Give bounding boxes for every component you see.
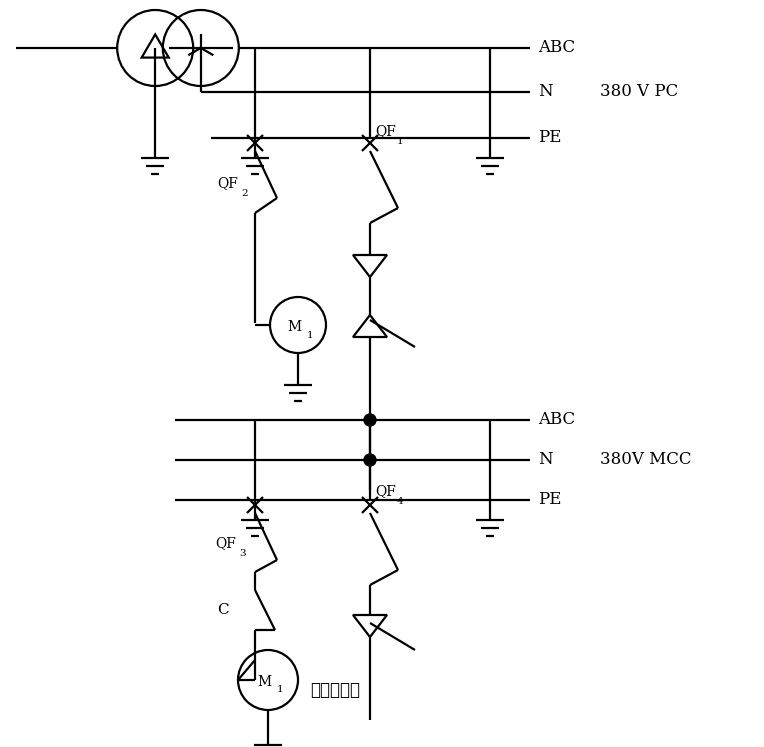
Text: QF: QF: [215, 536, 236, 550]
Text: 4: 4: [397, 497, 403, 506]
Text: 380 V PC: 380 V PC: [600, 84, 678, 101]
Circle shape: [364, 454, 376, 466]
Text: PE: PE: [538, 129, 562, 146]
Text: 低压配电盘: 低压配电盘: [310, 681, 360, 698]
Circle shape: [364, 414, 376, 426]
Text: 3: 3: [239, 548, 245, 557]
Text: M: M: [257, 675, 271, 689]
Text: N: N: [538, 451, 552, 468]
Text: 1: 1: [277, 686, 283, 695]
Text: ABC: ABC: [538, 412, 575, 429]
Text: PE: PE: [538, 492, 562, 509]
Text: M: M: [287, 320, 301, 334]
Text: 1: 1: [306, 330, 313, 339]
Polygon shape: [353, 255, 387, 277]
Text: C: C: [217, 603, 228, 617]
Text: N: N: [538, 84, 552, 101]
Polygon shape: [353, 615, 387, 637]
Text: QF: QF: [375, 124, 396, 138]
Text: 2: 2: [241, 188, 248, 197]
Polygon shape: [353, 315, 387, 337]
Text: 380V MCC: 380V MCC: [600, 451, 691, 468]
Text: QF: QF: [375, 484, 396, 498]
Text: 1: 1: [397, 137, 403, 146]
Text: QF: QF: [217, 176, 238, 190]
Text: ABC: ABC: [538, 40, 575, 57]
